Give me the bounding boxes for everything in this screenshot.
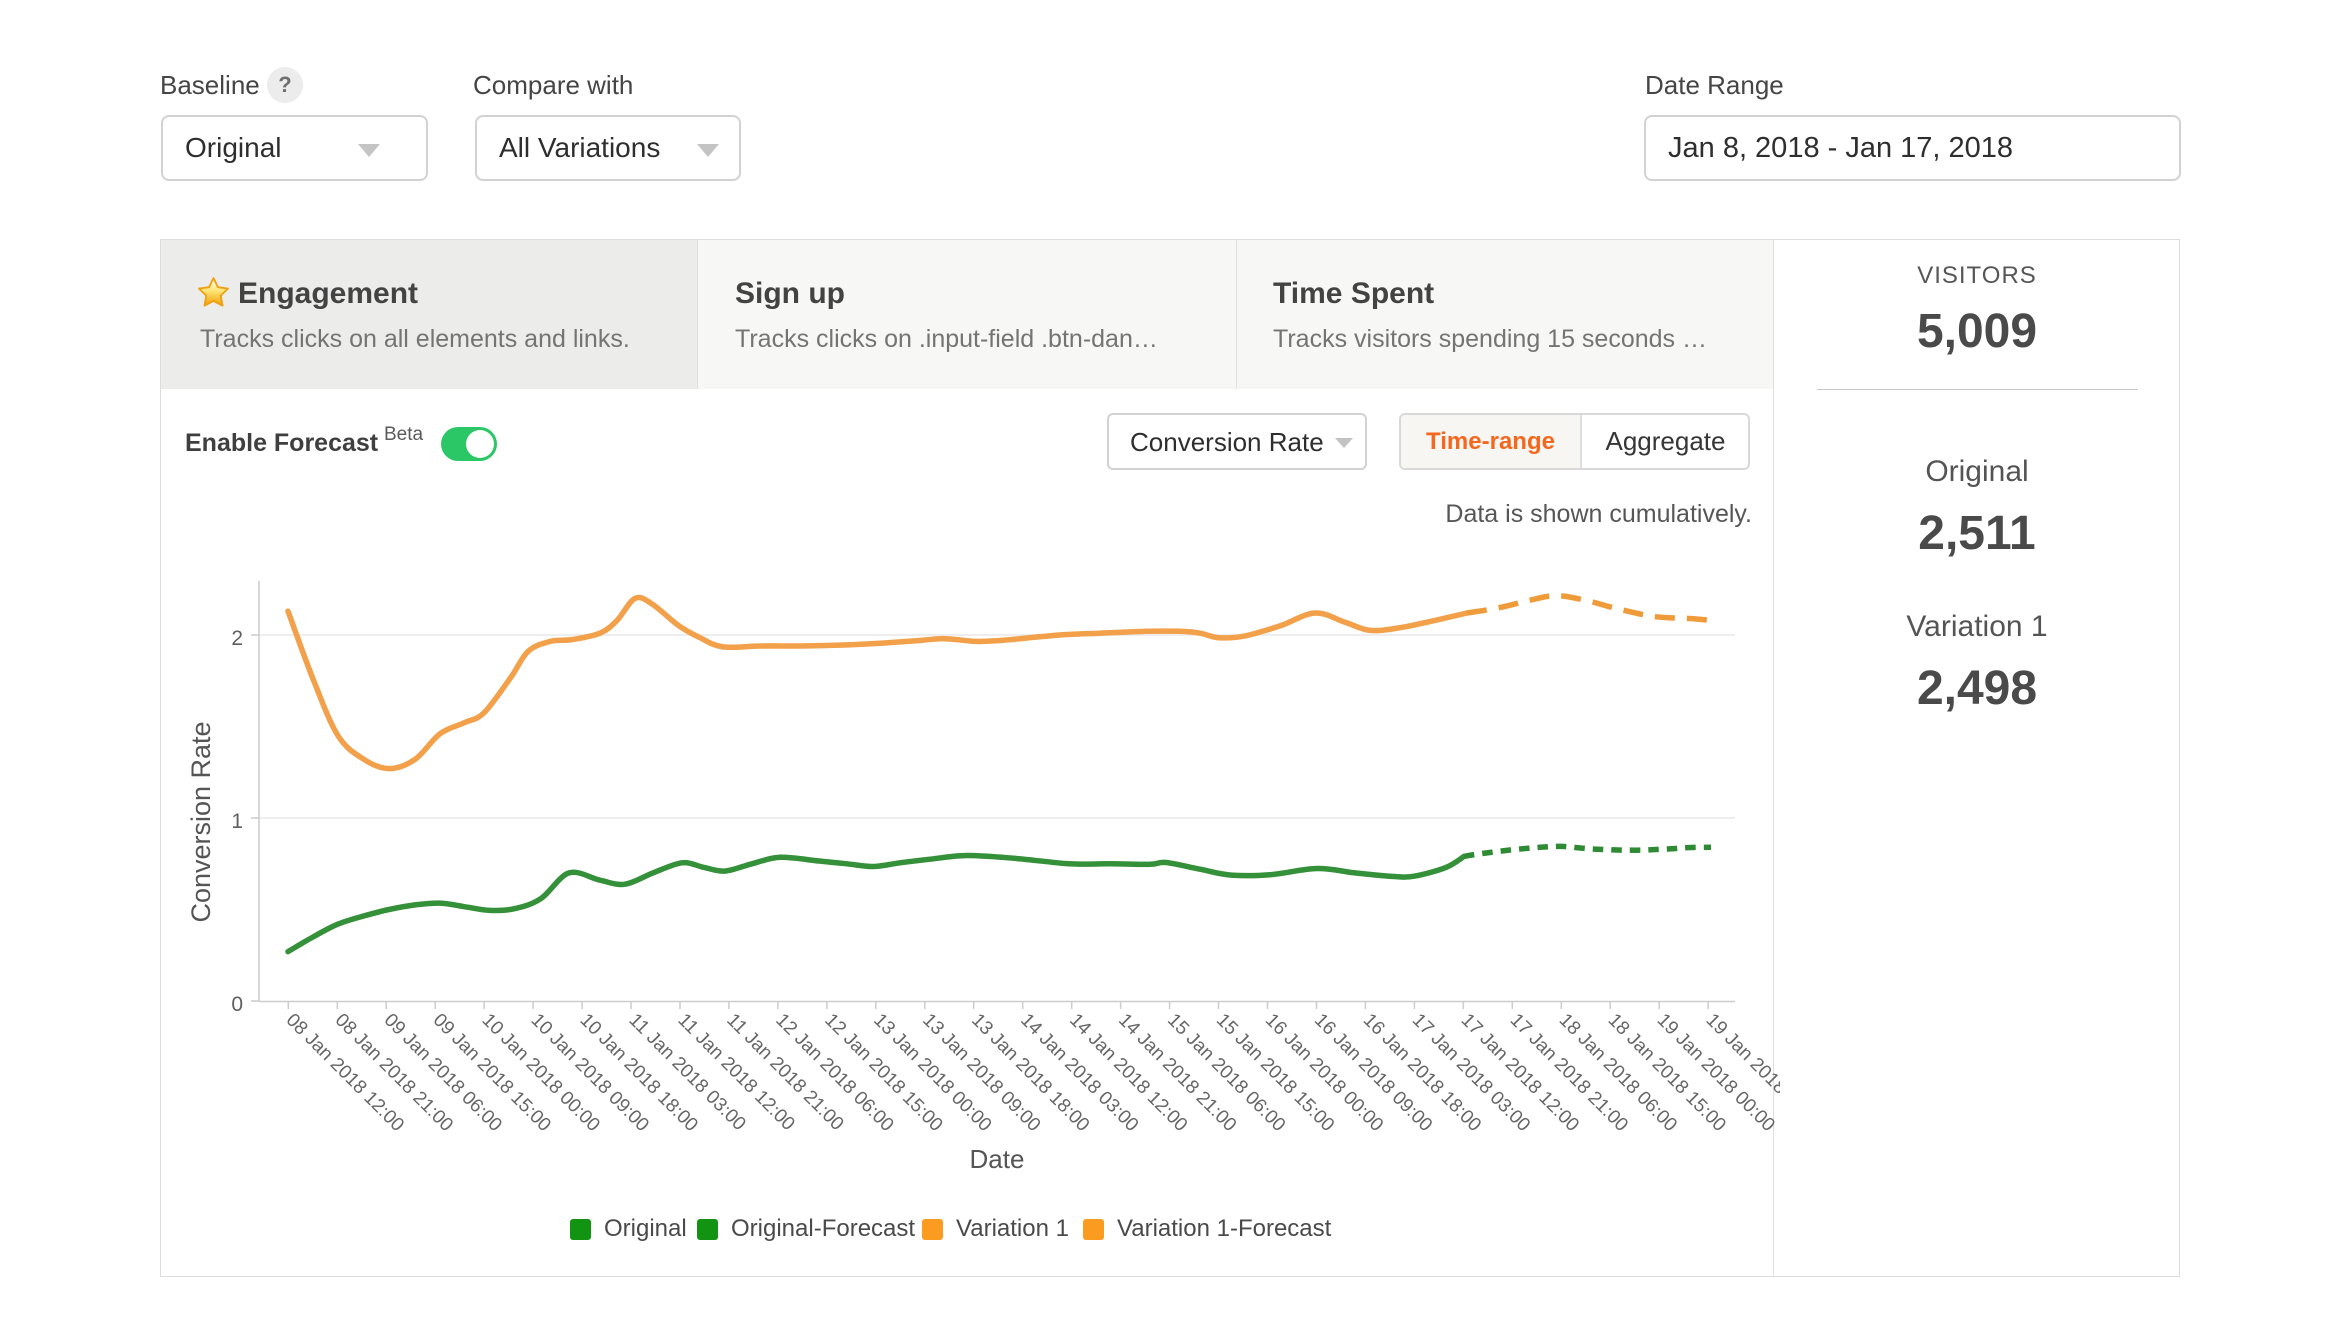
svg-text:Date: Date xyxy=(970,1144,1025,1174)
svg-text:1: 1 xyxy=(231,810,243,833)
svg-text:2: 2 xyxy=(231,627,243,650)
svg-text:0: 0 xyxy=(231,993,243,1016)
svg-text:Conversion Rate: Conversion Rate xyxy=(186,721,216,922)
